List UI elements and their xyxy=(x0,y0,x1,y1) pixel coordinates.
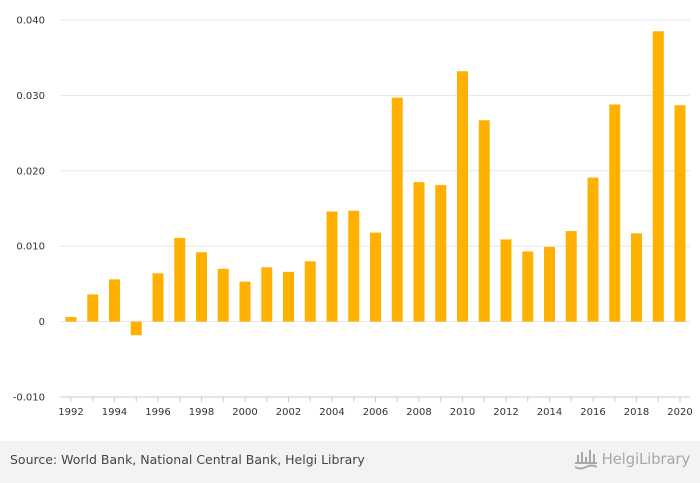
x-tick-label: 1994 xyxy=(102,407,127,418)
bar-1997 xyxy=(174,237,186,322)
bar-2015 xyxy=(565,231,577,322)
y-tick-label: 0 xyxy=(39,317,45,328)
logo-text: HelgiLibrary xyxy=(601,450,691,468)
bar-2006 xyxy=(370,232,381,322)
bar-2013 xyxy=(522,251,534,322)
y-tick-label: 0.010 xyxy=(16,242,45,253)
bar-2017 xyxy=(609,104,621,322)
bar-1995 xyxy=(130,321,142,336)
bar-1999 xyxy=(217,268,229,322)
x-tick-label: 2016 xyxy=(580,407,605,418)
source-note: Source: World Bank, National Central Ban… xyxy=(10,452,365,467)
y-tick-label: 0.040 xyxy=(16,16,45,27)
bar-2007 xyxy=(391,97,403,322)
bar-2020 xyxy=(674,105,686,322)
bar-2012 xyxy=(500,239,512,322)
x-tick-label: 2012 xyxy=(493,407,518,418)
bar-chart: -0.010 0 0.010 0.020 0.030 0.040 1992 1994 1996… xyxy=(13,16,693,419)
chart-footer: Source: World Bank, National Central Ban… xyxy=(0,441,700,483)
bars xyxy=(65,31,686,336)
bar-2018 xyxy=(631,233,642,322)
x-tick-label: 1998 xyxy=(189,407,214,418)
x-tick-label: 2002 xyxy=(276,407,301,418)
bar-1998 xyxy=(196,252,207,322)
x-tick-label: 1996 xyxy=(145,407,170,418)
bar-2011 xyxy=(478,120,490,322)
y-tick-label: 0.030 xyxy=(16,91,45,102)
bar-2010 xyxy=(457,71,468,322)
bar-2014 xyxy=(544,246,555,322)
helgi-library-logo: HelgiLibrary xyxy=(574,448,690,470)
bar-1993 xyxy=(87,294,99,322)
x-tick-label: 2018 xyxy=(624,407,649,418)
bar-1992 xyxy=(65,317,77,322)
x-tick-label: 2008 xyxy=(406,407,431,418)
x-tick-label: 2000 xyxy=(232,407,257,418)
bar-2005 xyxy=(348,210,360,322)
bar-1994 xyxy=(109,279,120,322)
x-tick-label: 2020 xyxy=(667,407,692,418)
bar-2019 xyxy=(652,31,664,322)
x-tick-label: 2014 xyxy=(537,407,562,418)
x-tick-label: 2010 xyxy=(450,407,475,418)
x-tick-label: 2004 xyxy=(319,407,344,418)
bar-2001 xyxy=(261,267,273,322)
y-tick-label: -0.010 xyxy=(13,393,45,404)
y-tick-label: 0.020 xyxy=(16,166,45,177)
bar-2009 xyxy=(435,185,447,322)
bar-2002 xyxy=(283,271,294,322)
bar-2008 xyxy=(413,182,425,322)
x-tick-label: 1992 xyxy=(58,407,83,418)
x-tick-label: 2006 xyxy=(363,407,388,418)
bar-2003 xyxy=(304,261,316,322)
bar-1996 xyxy=(152,273,164,322)
bar-2004 xyxy=(326,211,338,322)
y-axis-tick-labels: -0.010 0 0.010 0.020 0.030 0.040 xyxy=(13,16,45,404)
helgi-library-icon xyxy=(574,450,597,470)
x-axis: 1992 1994 1996 1998 2000 2002 2004 2006 2008 2010… xyxy=(58,396,693,418)
bar-2000 xyxy=(239,281,251,322)
bar-2016 xyxy=(587,177,599,322)
